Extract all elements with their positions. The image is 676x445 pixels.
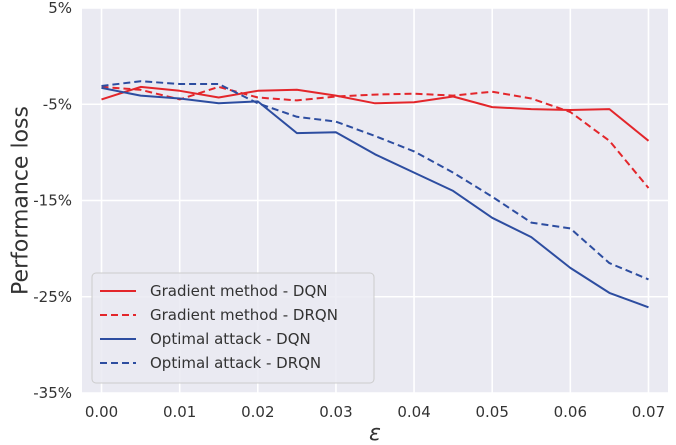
y-tick-label: -15% (33, 192, 72, 210)
legend: Gradient method - DQN Gradient method - D… (91, 272, 375, 384)
series-line (101, 85, 650, 142)
legend-entry-label: Optimal attack - DRQN (150, 354, 321, 372)
y-axis-label: Performance loss (9, 106, 34, 295)
legend-entry-label: Gradient method - DRQN (150, 306, 338, 324)
legend-entry-label: Gradient method - DQN (150, 282, 328, 300)
x-tick-label: 0.06 (554, 403, 587, 421)
y-tick-label: -35% (33, 384, 72, 402)
x-tick-label: 0.04 (397, 403, 430, 421)
y-tick-label: 5% (48, 0, 72, 17)
x-tick-label: 0.00 (85, 403, 118, 421)
x-tick-label: 0.07 (632, 403, 665, 421)
y-tick-labels: 5% -5% -15% -25% -35% (33, 0, 72, 402)
x-tick-label: 0.03 (319, 403, 352, 421)
legend-frame (91, 272, 375, 384)
series-lines (101, 80, 650, 309)
series-line (101, 85, 650, 189)
x-tick-labels: 0.00 0.01 0.02 0.03 0.04 0.05 0.06 0.07 (85, 403, 665, 421)
x-tick-label: 0.01 (163, 403, 196, 421)
x-axis-label: ε (369, 421, 381, 445)
series-line (101, 80, 649, 281)
x-tick-label: 0.02 (241, 403, 274, 421)
x-tick-label: 0.05 (475, 403, 508, 421)
y-tick-label: -5% (43, 95, 72, 113)
legend-entry-label: Optimal attack - DQN (150, 330, 311, 348)
y-tick-label: -25% (33, 288, 72, 306)
series-line (101, 86, 649, 309)
